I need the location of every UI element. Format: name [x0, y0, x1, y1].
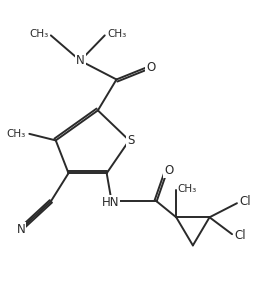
- Text: S: S: [126, 134, 134, 147]
- Text: O: O: [164, 164, 173, 177]
- Text: CH₃: CH₃: [29, 29, 48, 39]
- Text: O: O: [145, 61, 155, 74]
- Text: HN: HN: [101, 196, 119, 209]
- Text: CH₃: CH₃: [6, 129, 25, 139]
- Text: N: N: [76, 54, 84, 67]
- Text: N: N: [17, 223, 25, 236]
- Text: CH₃: CH₃: [177, 184, 196, 194]
- Text: Cl: Cl: [239, 195, 250, 209]
- Text: CH₃: CH₃: [107, 29, 126, 39]
- Text: Cl: Cl: [234, 229, 245, 242]
